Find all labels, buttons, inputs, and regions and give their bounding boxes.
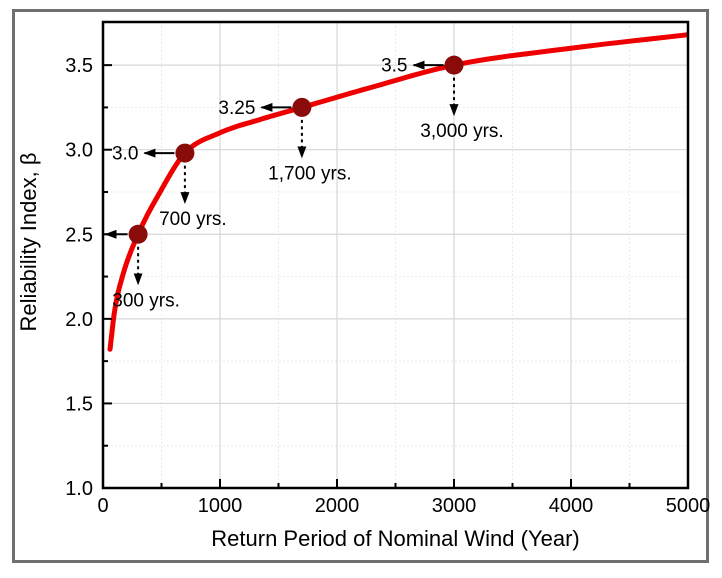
y-tick-label-2: 2.0 bbox=[65, 309, 93, 331]
y-tick-label-3: 2.5 bbox=[65, 224, 93, 246]
y-tick-label-0: 1.0 bbox=[65, 478, 93, 500]
y-tick-label-1: 1.5 bbox=[65, 393, 93, 415]
beta-label-3: 3.5 bbox=[381, 56, 407, 77]
series-reliability-index-curve bbox=[107, 32, 688, 352]
axis-ticks bbox=[102, 64, 689, 489]
beta-label-1: 3.0 bbox=[112, 144, 138, 165]
x-tick-label-3: 3000 bbox=[432, 495, 477, 517]
x-tick-label-5: 5000 bbox=[666, 495, 711, 517]
period-label-1: 700 yrs. bbox=[159, 209, 227, 230]
period-label-0: 300 yrs. bbox=[112, 290, 180, 311]
data-point-marker-2 bbox=[292, 97, 312, 117]
x-axis-title: Return Period of Nominal Wind (Year) bbox=[211, 526, 579, 551]
data-point-marker-3 bbox=[444, 55, 464, 75]
minor-gridlines bbox=[103, 22, 688, 488]
data-point-marker-1 bbox=[175, 143, 195, 163]
beta-label-2: 3.25 bbox=[218, 98, 255, 119]
y-tick-label-5: 3.5 bbox=[65, 55, 93, 77]
figure-frame bbox=[12, 9, 709, 563]
x-tick-label-1: 1000 bbox=[198, 495, 243, 517]
period-label-2: 1,700 yrs. bbox=[268, 163, 351, 184]
x-tick-label-2: 2000 bbox=[315, 495, 360, 517]
period-label-3: 3,000 yrs. bbox=[420, 121, 503, 142]
y-axis-title: Reliability Index, β bbox=[16, 153, 41, 332]
x-tick-label-4: 4000 bbox=[549, 495, 594, 517]
y-tick-label-4: 3.0 bbox=[65, 140, 93, 162]
x-tick-label-0: 0 bbox=[97, 495, 108, 517]
data-point-marker-0 bbox=[128, 224, 148, 244]
